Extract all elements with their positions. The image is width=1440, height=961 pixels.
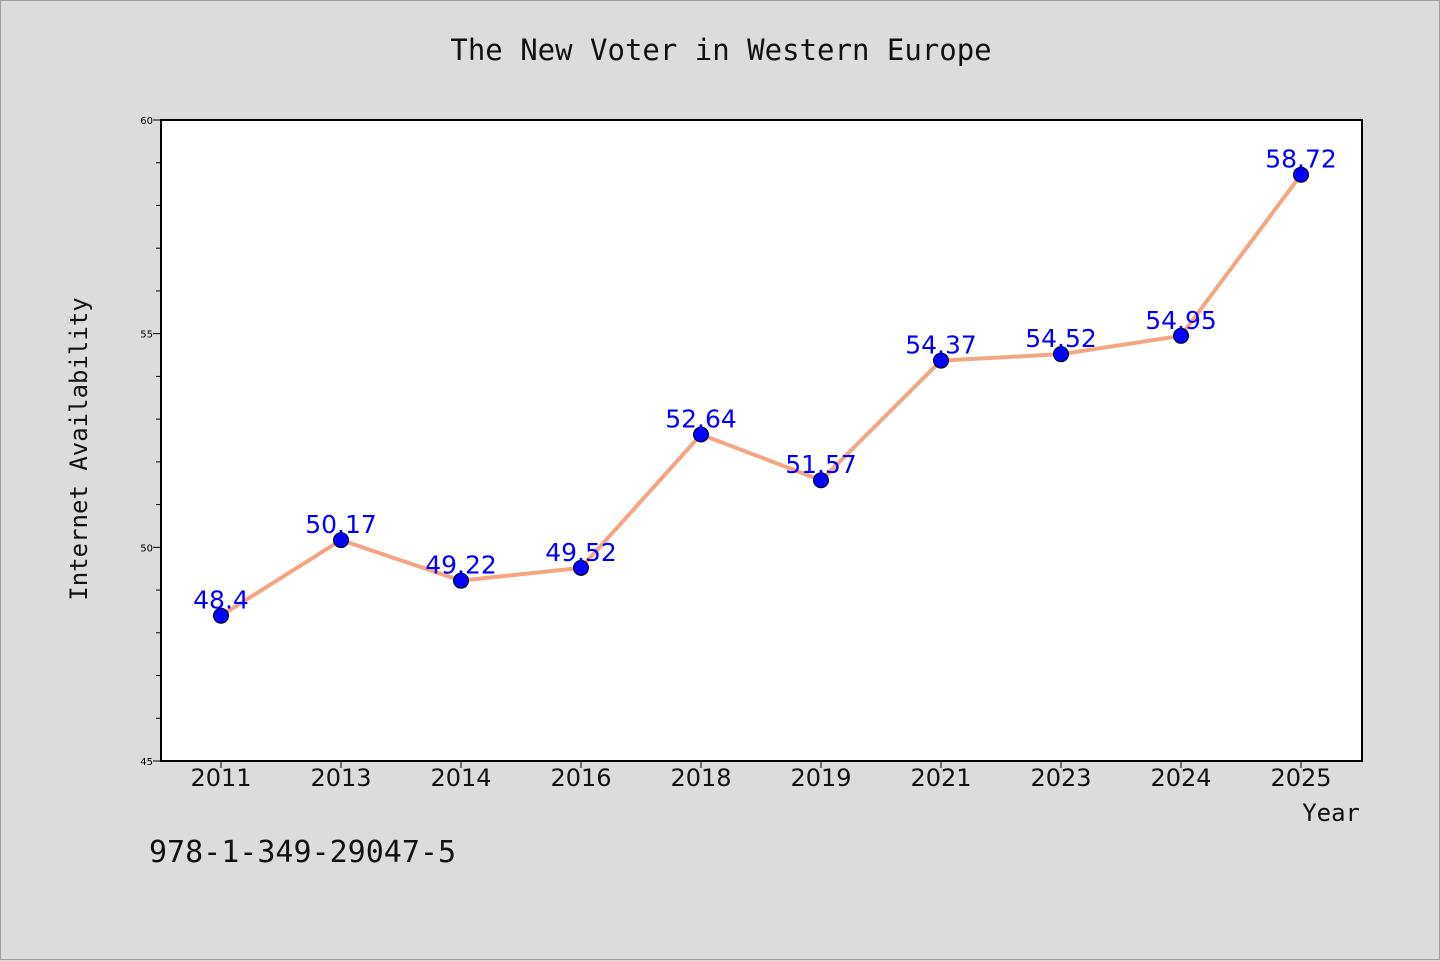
data-point bbox=[453, 572, 469, 589]
data-label: 54.37 bbox=[905, 331, 977, 360]
data-point bbox=[333, 532, 349, 549]
data-label: 50.17 bbox=[305, 510, 377, 539]
y-tick-label: 50 bbox=[140, 543, 153, 554]
data-point bbox=[933, 352, 949, 369]
data-label: 51.57 bbox=[785, 450, 857, 479]
data-label: 54.52 bbox=[1025, 324, 1097, 353]
chart-title: The New Voter in Western Europe bbox=[450, 33, 992, 67]
data-label: 48.4 bbox=[193, 586, 249, 615]
x-tick-label: 2011 bbox=[190, 764, 251, 792]
x-tick-label: 2018 bbox=[670, 764, 731, 792]
series-line bbox=[219, 173, 1303, 618]
data-point bbox=[1173, 327, 1189, 344]
y-tick-label: 60 bbox=[140, 116, 153, 127]
data-point bbox=[1293, 166, 1309, 183]
x-tick-label: 2013 bbox=[310, 764, 371, 792]
y-tick-label: 45 bbox=[140, 757, 153, 768]
data-label: 52.64 bbox=[665, 405, 737, 434]
data-point bbox=[813, 472, 829, 489]
x-tick-label: 2016 bbox=[550, 764, 611, 792]
x-tick-label: 2024 bbox=[1150, 764, 1211, 792]
x-tick-label: 2021 bbox=[910, 764, 971, 792]
plot-area bbox=[160, 119, 1363, 762]
data-label: 49.52 bbox=[545, 538, 617, 567]
y-axis-label: Internet Availability bbox=[65, 297, 93, 600]
data-point bbox=[573, 559, 589, 576]
x-tick-label: 2014 bbox=[430, 764, 491, 792]
isbn-code: 978-1-349-29047-5 bbox=[149, 835, 457, 870]
data-point bbox=[1053, 346, 1069, 363]
y-tick-label: 55 bbox=[140, 330, 153, 341]
x-tick-label: 2023 bbox=[1030, 764, 1091, 792]
x-axis-label: Year bbox=[1302, 799, 1360, 827]
x-tick-label: 2025 bbox=[1270, 764, 1331, 792]
data-label: 54.95 bbox=[1145, 306, 1217, 335]
data-point bbox=[213, 607, 229, 624]
data-label: 49.22 bbox=[425, 551, 497, 580]
data-label: 58.72 bbox=[1265, 145, 1337, 174]
data-point bbox=[693, 426, 709, 443]
x-tick-label: 2019 bbox=[790, 764, 851, 792]
